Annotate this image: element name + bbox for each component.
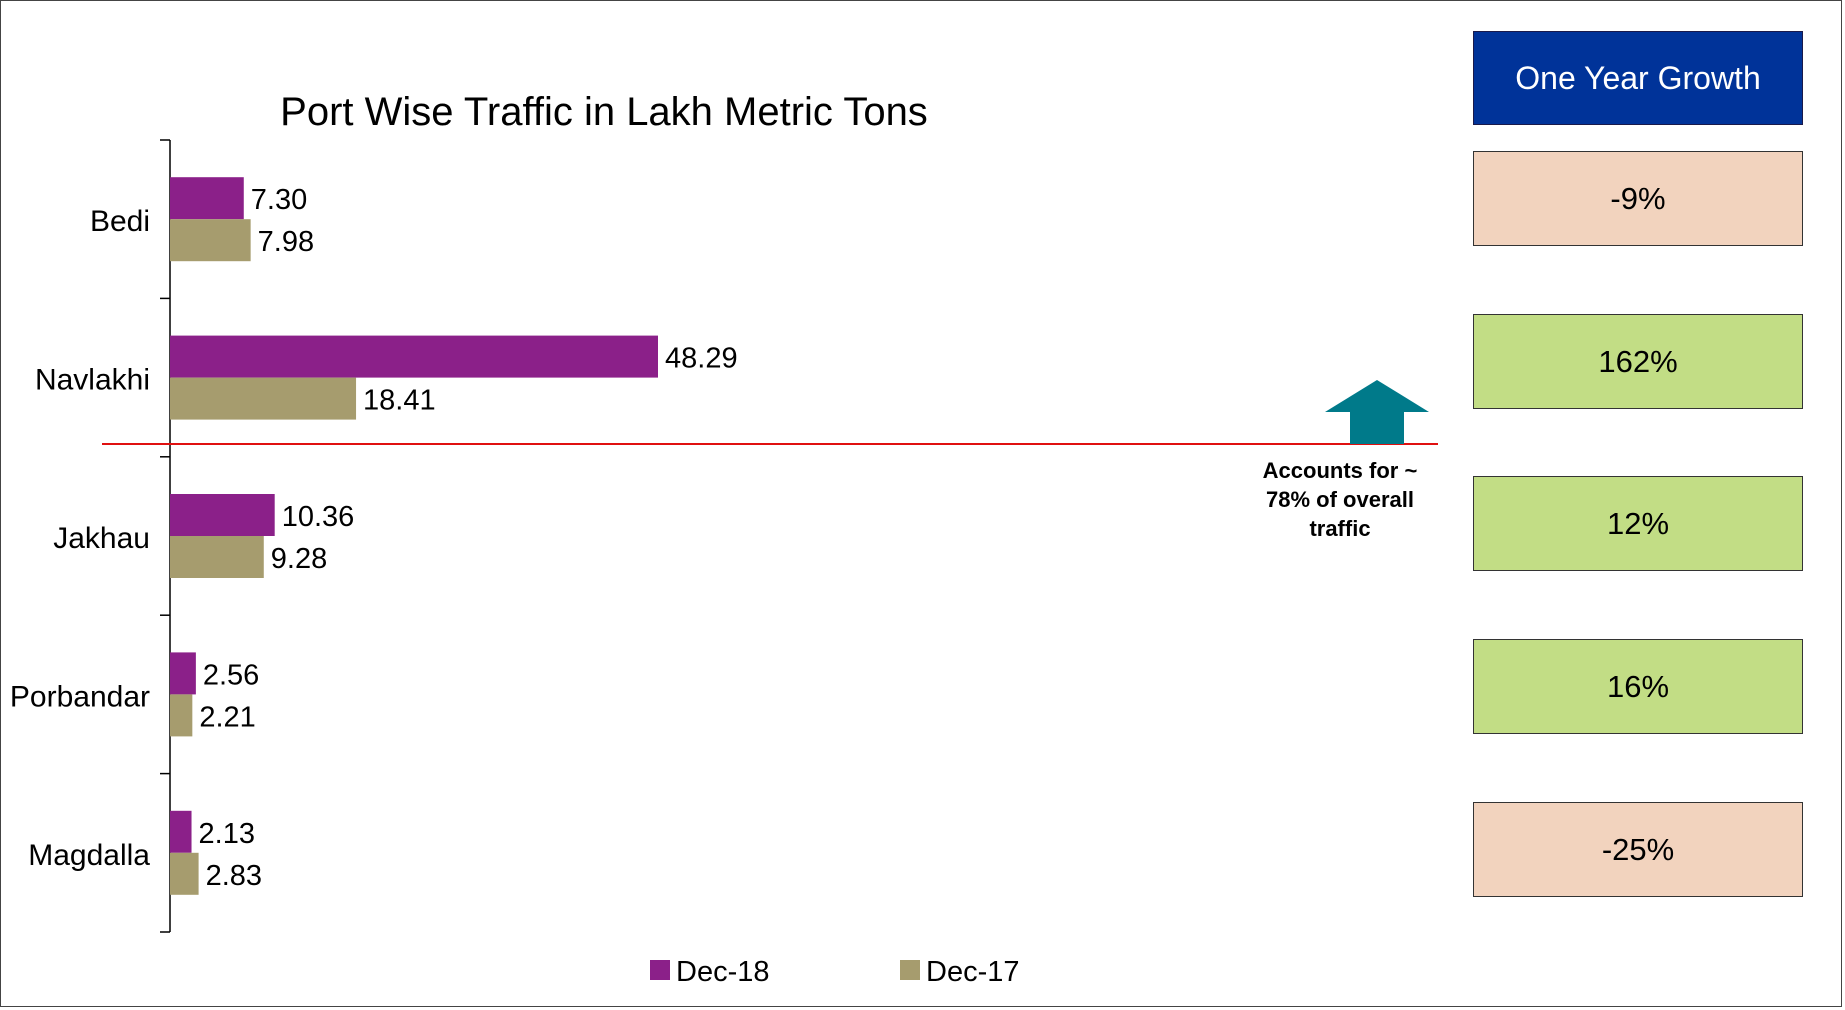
bar-dec-18	[170, 810, 192, 853]
bar-dec-17	[170, 852, 199, 895]
legend-swatch	[650, 960, 670, 980]
data-label: 10.36	[282, 501, 355, 533]
annotation-line: 78% of overall	[1266, 487, 1414, 512]
category-label: Jakhau	[53, 522, 150, 555]
data-label: 18.41	[363, 385, 436, 417]
bar-dec-18	[170, 335, 658, 378]
bar-dec-17	[170, 219, 251, 262]
growth-value-box: 12%	[1473, 476, 1803, 571]
data-label: 2.13	[199, 818, 255, 850]
bar-dec-17	[170, 377, 357, 420]
chart-title: Port Wise Traffic in Lakh Metric Tons	[280, 90, 928, 134]
category-labels: Bedi Navlakhi Jakhau Porbandar Magdalla	[10, 205, 150, 872]
growth-value-box: -25%	[1473, 802, 1803, 897]
bar-dec-17	[170, 536, 264, 578]
category-label: Magdalla	[28, 839, 150, 872]
legend-label: Dec-18	[676, 956, 770, 988]
bar-dec-18	[170, 652, 196, 695]
category-label: Porbandar	[10, 680, 150, 713]
data-label: 2.56	[203, 659, 259, 691]
bar-dec-18	[170, 494, 275, 536]
up-arrow-icon	[1325, 380, 1429, 444]
annotation-line: traffic	[1309, 516, 1371, 541]
growth-value-box: 162%	[1473, 314, 1803, 409]
bar-dec-18	[170, 177, 244, 220]
legend-swatch	[900, 960, 920, 980]
data-label: 48.29	[665, 343, 738, 375]
data-label: 9.28	[271, 543, 327, 575]
growth-value-box: -9%	[1473, 151, 1803, 246]
category-label: Navlakhi	[35, 364, 150, 397]
data-label: 2.21	[199, 701, 255, 733]
legend-label: Dec-17	[926, 956, 1020, 988]
data-label: 2.83	[206, 860, 262, 892]
y-axis-ticks	[160, 139, 170, 933]
chart-legend: Dec-18 Dec-17	[650, 956, 1020, 988]
growth-header: One Year Growth	[1473, 31, 1803, 125]
bar-dec-17	[170, 694, 193, 737]
growth-value-box: 16%	[1473, 639, 1803, 734]
data-label: 7.98	[258, 226, 314, 258]
annotation-line: Accounts for ~	[1262, 458, 1418, 483]
traffic-annotation: Accounts for ~ 78% of overall traffic	[1240, 456, 1440, 543]
bar-group: 7.30 7.98 48.29 18.41 10.36 9.28 2.56 2.21 2.13 2…	[170, 177, 738, 895]
data-label: 7.30	[251, 184, 307, 216]
category-label: Bedi	[90, 205, 150, 238]
